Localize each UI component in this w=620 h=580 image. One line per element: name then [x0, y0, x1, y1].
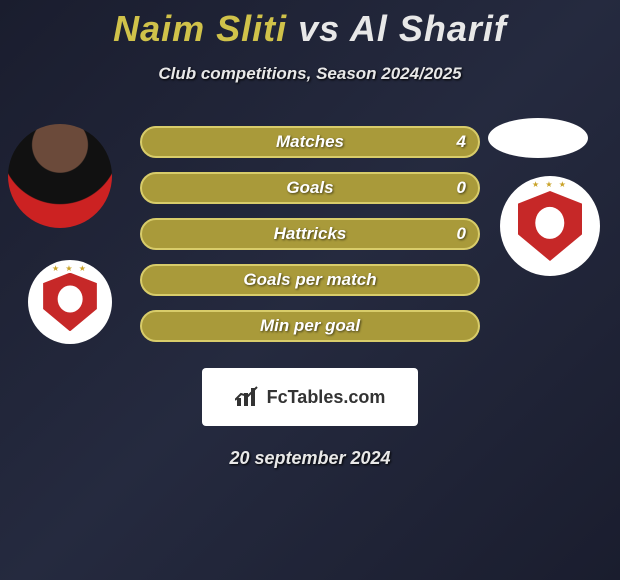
vs-text: vs [298, 8, 340, 49]
stat-label: Matches [276, 132, 344, 152]
stat-value-left: 0 [457, 224, 466, 244]
brand-badge: FcTables.com [202, 368, 418, 426]
stat-row: Hattricks 0 [140, 218, 480, 250]
stat-value-left: 0 [457, 178, 466, 198]
brand-text: FcTables.com [267, 387, 386, 408]
player1-name: Naim Sliti [113, 8, 287, 49]
page-title: Naim Sliti vs Al Sharif [0, 0, 620, 50]
stat-label: Goals [286, 178, 333, 198]
stat-row: Matches 4 [140, 126, 480, 158]
club-stars-icon: ★ ★ ★ [500, 180, 600, 189]
player2-name: Al Sharif [350, 8, 507, 49]
chart-icon [235, 386, 261, 408]
player2-club-badge: ★ ★ ★ [500, 176, 600, 276]
club-stars-icon: ★ ★ ★ [28, 264, 112, 273]
club-shield-icon [43, 273, 97, 332]
player1-club-badge: ★ ★ ★ [28, 260, 112, 344]
stat-label: Goals per match [243, 270, 376, 290]
club-shield-icon [518, 191, 582, 261]
player2-avatar [488, 118, 588, 158]
subtitle: Club competitions, Season 2024/2025 [0, 64, 620, 84]
stat-row: Min per goal [140, 310, 480, 342]
player1-avatar [8, 124, 112, 228]
stat-row: Goals per match [140, 264, 480, 296]
stat-value-left: 4 [457, 132, 466, 152]
stat-label: Min per goal [260, 316, 360, 336]
stat-row: Goals 0 [140, 172, 480, 204]
stat-label: Hattricks [274, 224, 347, 244]
date-text: 20 september 2024 [0, 448, 620, 469]
